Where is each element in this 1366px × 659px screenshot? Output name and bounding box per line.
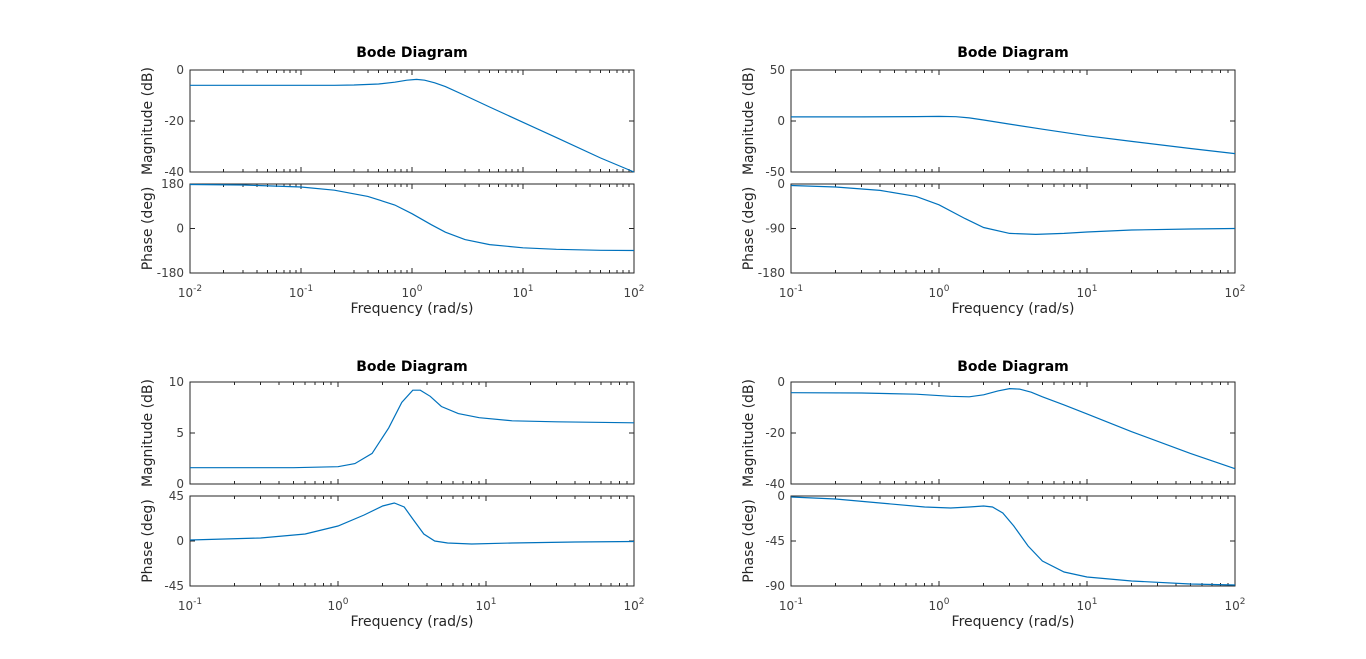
y-tick-label: -90 <box>765 579 785 593</box>
y-tick-label: 0 <box>176 63 184 77</box>
y-tick-label: 0 <box>176 477 184 491</box>
plot-title: Bode Diagram <box>356 45 468 61</box>
magnitude-curve <box>190 78 635 173</box>
x-tick-label: 102 <box>623 597 644 613</box>
magnitude-axis-label: Magnitude (dB) <box>140 379 156 487</box>
phase-frame <box>189 183 635 274</box>
magnitude-curve <box>791 115 1236 155</box>
y-tick-label: 0 <box>777 114 785 128</box>
phase-frame <box>189 495 635 587</box>
frequency-axis-label: Frequency (rad/s) <box>952 614 1075 630</box>
y-tick-label: 50 <box>770 63 785 77</box>
x-tick-label: 10-2 <box>178 284 202 300</box>
frequency-axis-label: Frequency (rad/s) <box>351 301 474 317</box>
phase-axes: 0 -45 -90 Phase (deg) <box>741 489 1236 593</box>
y-tick-label: -180 <box>157 266 184 280</box>
phase-axis-label: Phase (deg) <box>741 187 757 271</box>
plot-title: Bode Diagram <box>957 45 1069 61</box>
phase-axis-label: Phase (deg) <box>140 187 156 271</box>
x-tick-label: 10-1 <box>289 284 313 300</box>
y-tick-label: -180 <box>758 266 785 280</box>
frequency-axis-label: Frequency (rad/s) <box>351 614 474 630</box>
magnitude-axis-label: Magnitude (dB) <box>140 67 156 175</box>
magnitude-curve <box>190 389 635 469</box>
y-tick-label: 180 <box>161 177 184 191</box>
x-tick-label: 102 <box>1224 597 1245 613</box>
x-tick-label: 102 <box>623 284 644 300</box>
x-tick-label: 101 <box>475 597 496 613</box>
y-tick-label: 0 <box>777 177 785 191</box>
y-tick-label: 0 <box>777 375 785 389</box>
magnitude-frame <box>189 381 635 485</box>
x-tick-label: 101 <box>1076 284 1097 300</box>
y-tick-label: -45 <box>164 579 184 593</box>
phase-frame <box>790 495 1236 587</box>
phase-curve <box>189 183 635 252</box>
bode-plot-1: Bode Diagram 0 -20 -40 Magnitude (dB) 180 0 -18… <box>140 45 645 317</box>
magnitude-curve <box>790 387 1236 470</box>
y-tick-label: -40 <box>765 477 785 491</box>
plot-title: Bode Diagram <box>957 359 1069 375</box>
x-tick-label: 102 <box>1224 284 1245 300</box>
y-tick-label: -50 <box>765 165 785 179</box>
magnitude-axis-label: Magnitude (dB) <box>741 379 757 487</box>
frequency-axis-label: Frequency (rad/s) <box>952 301 1075 317</box>
magnitude-axes: 0 -20 -40 Magnitude (dB) <box>741 375 1236 491</box>
x-tick-label: 10-1 <box>779 597 803 613</box>
y-tick-label: 0 <box>777 489 785 503</box>
phase-curve <box>790 184 1236 236</box>
x-tick-label: 101 <box>1076 597 1097 613</box>
x-tick-label: 100 <box>928 284 949 300</box>
y-tick-label: 45 <box>169 489 184 503</box>
magnitude-frame <box>790 69 1236 173</box>
magnitude-frame <box>790 381 1236 485</box>
y-tick-label: -40 <box>164 165 184 179</box>
y-tick-label: 0 <box>176 222 184 236</box>
x-tick-label: 10-1 <box>779 284 803 300</box>
x-tick-label: 100 <box>401 284 422 300</box>
magnitude-frame <box>189 69 635 173</box>
plot-title: Bode Diagram <box>356 359 468 375</box>
phase-curve <box>189 502 635 545</box>
y-tick-label: -20 <box>765 426 785 440</box>
x-tick-label: 100 <box>928 597 949 613</box>
x-tick-label: 100 <box>327 597 348 613</box>
y-tick-label: -45 <box>765 534 785 548</box>
x-tick-label: 101 <box>512 284 533 300</box>
magnitude-axes: 10 5 0 Magnitude (dB) <box>140 375 635 491</box>
magnitude-axis-label: Magnitude (dB) <box>741 67 757 175</box>
phase-frame <box>790 183 1236 274</box>
magnitude-axes: 50 0 -50 Magnitude (dB) <box>741 63 1236 179</box>
y-tick-label: 10 <box>169 375 184 389</box>
phase-curve <box>790 496 1236 586</box>
phase-axis-label: Phase (deg) <box>741 499 757 583</box>
magnitude-axes: 0 -20 -40 Magnitude (dB) <box>140 63 635 179</box>
x-tick-label: 10-1 <box>178 597 202 613</box>
phase-axes: 45 0 -45 Phase (deg) <box>140 489 635 593</box>
y-tick-label: -90 <box>765 222 785 236</box>
bode-plot-4: Bode Diagram 0 -20 -40 Magnitude (dB) 0 -45 -90… <box>741 359 1246 630</box>
y-tick-label: 5 <box>176 426 184 440</box>
phase-axis-label: Phase (deg) <box>140 499 156 583</box>
y-tick-label: 0 <box>176 534 184 548</box>
y-tick-label: -20 <box>164 114 184 128</box>
